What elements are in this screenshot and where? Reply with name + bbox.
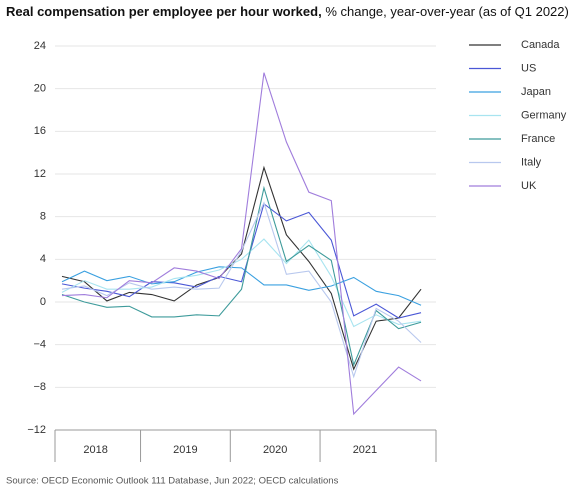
source: Source: OECD Economic Outlook 111 Databa… xyxy=(6,476,339,487)
y-tick-label: −12 xyxy=(27,424,46,436)
y-tick-label: −4 xyxy=(33,339,46,351)
y-tick-label: 12 xyxy=(34,168,46,180)
legend-label: Canada xyxy=(521,39,560,51)
y-tick-label: 20 xyxy=(34,83,46,95)
series-line xyxy=(61,201,422,379)
x-tick-label: 2018 xyxy=(83,444,107,456)
y-tick-label: 16 xyxy=(34,125,46,137)
legend-label: Germany xyxy=(521,109,567,121)
series-line xyxy=(61,202,422,319)
chart-title: Real compensation per employee per hour … xyxy=(6,4,569,19)
subtitle: % change, year-over-year (as of Q1 2022) xyxy=(325,4,569,19)
legend-label: France xyxy=(521,133,555,145)
series-line xyxy=(61,185,422,367)
y-tick-label: 0 xyxy=(40,296,46,308)
y-tick-label: 4 xyxy=(40,253,46,265)
series-line xyxy=(61,238,422,328)
x-tick-label: 2019 xyxy=(173,444,197,456)
series-line xyxy=(61,72,422,416)
y-tick-label: −8 xyxy=(33,381,46,393)
legend-label: Japan xyxy=(521,86,551,98)
series-line xyxy=(61,266,422,306)
title: Real compensation per employee per hour … xyxy=(6,4,322,19)
legend-label: Italy xyxy=(521,156,542,168)
x-tick-label: 2020 xyxy=(263,444,287,456)
y-tick-label: 24 xyxy=(34,40,46,52)
x-tick-label: 2021 xyxy=(353,444,377,456)
y-tick-label: 8 xyxy=(40,211,46,223)
legend-label: UK xyxy=(521,180,537,192)
legend-label: US xyxy=(521,62,536,74)
